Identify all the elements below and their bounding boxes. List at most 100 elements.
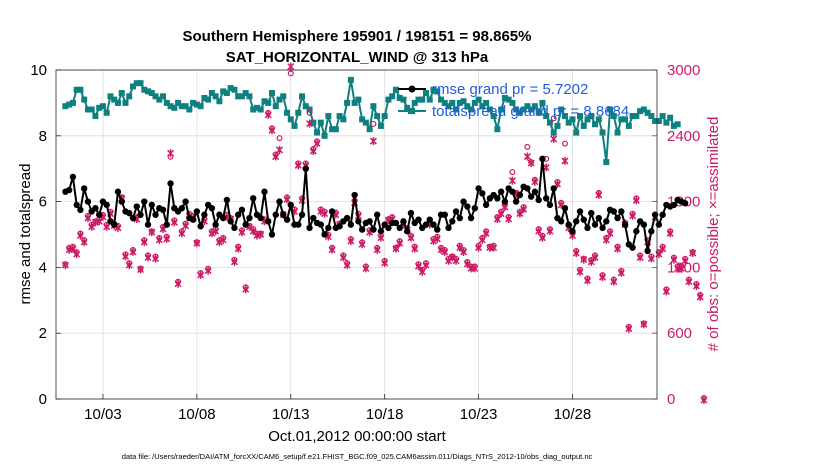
rmse-point [618,208,625,215]
totalspread-point [554,122,561,129]
totalspread-point [644,109,651,116]
obs-assimilated-point [677,264,685,273]
obs-assimilated-point [561,156,569,165]
obs-assimilated-point [625,324,633,333]
totalspread-point [614,129,621,136]
totalspread-point [550,129,557,136]
obs-assimilated-point [546,227,554,236]
rmse-point [298,211,306,218]
totalspread-point [464,103,471,110]
rmse-point [629,244,636,251]
y-left-tick-label: 2 [39,325,47,342]
totalspread-point [445,103,452,110]
totalspread-point [103,109,110,116]
rmse-point [92,204,99,212]
totalspread-point [468,106,475,113]
totalspread-point [314,129,321,136]
x-axis-label: Oct.01,2012 00:00:00 start [268,428,446,445]
obs-assimilated-point [535,227,543,236]
obs-assimilated-point [595,190,603,199]
totalspread-point [208,90,215,97]
totalspread-point [306,106,313,113]
rmse-point [621,221,629,228]
rmse-point [531,188,539,195]
totalspread-point [456,99,463,106]
totalspread-point [246,93,253,100]
y-right-tick-label: 3000 [667,62,700,79]
totalspread-point [607,106,614,113]
obs-assimilated-point [155,235,163,244]
rmse-point [681,200,689,207]
totalspread-point [77,86,84,93]
rmse-point [189,216,197,223]
totalspread-point [235,93,242,100]
obs-possible-point [550,115,557,122]
plot-frame [55,69,658,400]
totalspread-point [479,103,486,110]
totalspread-point [276,96,283,103]
totalspread-point [377,122,384,129]
rmse-point [250,195,257,202]
rmse-point [133,203,140,210]
obs-assimilated-point [550,134,558,143]
totalspread-point [66,101,73,108]
rmse-point [509,188,516,195]
rmse-point [494,195,501,202]
rmse-point [193,208,201,215]
rmse-point [310,214,317,222]
obs-assimilated-point [700,396,708,404]
obs-assimilated-point [178,229,186,238]
totalspread-point [299,93,306,100]
rmse-point [159,206,167,214]
totalspread-point [152,93,159,100]
rmse-point [633,228,640,235]
rmse-point [396,224,403,232]
obs-assimilated-point [692,281,700,290]
totalspread-point [73,86,80,93]
rmse-point [603,218,610,225]
x-tick-label: 10/23 [460,406,498,423]
totalspread-point [392,86,399,93]
rmse-point [535,196,542,204]
rmse-point [366,218,373,225]
obs-assimilated-point [599,273,607,282]
rmse-point [415,216,422,223]
rmse-point [328,208,336,215]
legend-spread-marker [409,108,415,114]
obs-assimilated-point [662,287,670,296]
totalspread-point [287,116,294,123]
rmse-point [219,214,227,222]
totalspread-point [351,99,358,106]
rmse-point [576,208,584,215]
x-tick-label: 10/03 [84,406,122,423]
rmse-point [482,201,490,209]
rmse-point [114,188,122,195]
rmse-point [516,191,524,199]
obs-assimilated-point [617,268,625,277]
totalspread-point [261,98,268,105]
totalspread-point [370,103,377,110]
obs-assimilated-point [452,256,460,265]
rmse-point [223,196,231,204]
rmse-point [325,224,332,232]
obs-assimilated-point [422,261,430,270]
data-file-footnote: data file: /Users/raeder/DAI/ATM_forcXX/… [122,452,593,461]
totalspread-point [501,94,508,101]
totalspread-point [268,90,275,97]
rmse-point [599,224,606,232]
obs-assimilated-point [640,320,648,329]
totalspread-point [652,117,659,124]
rmse-point [148,201,155,209]
rmse-point [77,206,84,214]
obs-assimilated-point [80,238,88,247]
obs-assimilated-point [347,236,355,245]
totalspread-point [302,103,309,110]
y-left-tick-label: 10 [30,62,47,79]
rmse-point [404,228,411,235]
rmse-point [434,226,441,233]
obs-assimilated-point [377,233,385,242]
obs-possible-point [306,109,313,116]
totalspread-point [81,96,88,103]
obs-assimilated-point [215,238,223,247]
obs-assimilated-point [230,257,238,266]
